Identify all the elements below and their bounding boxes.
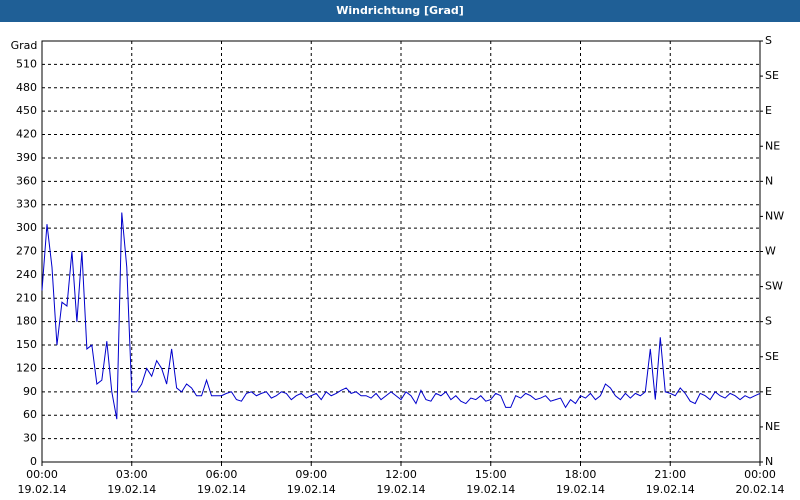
y2-tick-label: W bbox=[765, 245, 776, 258]
y-tick-label: 120 bbox=[16, 361, 37, 374]
x-tick-date: 19.02.14 bbox=[466, 483, 515, 496]
y-tick-label: 450 bbox=[16, 104, 37, 117]
x-tick-label: 09:00 bbox=[295, 468, 327, 481]
y2-tick-label: NE bbox=[765, 420, 780, 433]
x-tick-date: 19.02.14 bbox=[377, 483, 426, 496]
y-axis-label: Grad bbox=[11, 39, 38, 52]
x-tick-date: 19.02.14 bbox=[197, 483, 246, 496]
x-tick-label: 21:00 bbox=[654, 468, 686, 481]
y2-tick-label: S bbox=[765, 34, 772, 47]
y-tick-label: 480 bbox=[16, 81, 37, 94]
x-tick-date: 19.02.14 bbox=[556, 483, 605, 496]
x-tick-label: 15:00 bbox=[475, 468, 507, 481]
y-tick-label: 270 bbox=[16, 245, 37, 258]
y2-tick-label: NW bbox=[765, 209, 784, 222]
x-tick-label: 03:00 bbox=[116, 468, 148, 481]
y2-tick-label: S bbox=[765, 315, 772, 328]
y-tick-label: 510 bbox=[16, 57, 37, 70]
y2-tick-label: SE bbox=[765, 350, 779, 363]
y-tick-label: 240 bbox=[16, 268, 37, 281]
y2-tick-label: NE bbox=[765, 139, 780, 152]
y-tick-label: 210 bbox=[16, 291, 37, 304]
title-bar bbox=[0, 0, 800, 22]
x-tick-label: 12:00 bbox=[385, 468, 417, 481]
plot-frame bbox=[41, 40, 761, 463]
series-line bbox=[41, 212, 761, 420]
y-tick-label: 150 bbox=[16, 338, 37, 351]
y-tick-label: 330 bbox=[16, 198, 37, 211]
y-tick-label: 0 bbox=[30, 455, 37, 468]
x-tick-date: 19.02.14 bbox=[287, 483, 336, 496]
x-tick-date: 19.02.14 bbox=[646, 483, 695, 496]
chart-title: Windrichtung [Grad] bbox=[336, 4, 464, 17]
x-tick-date: 20.02.14 bbox=[736, 483, 785, 496]
x-tick-label: 18:00 bbox=[565, 468, 597, 481]
y-tick-label: 390 bbox=[16, 151, 37, 164]
x-tick-label: 00:00 bbox=[744, 468, 776, 481]
x-tick-date: 19.02.14 bbox=[18, 483, 67, 496]
y-tick-label: 360 bbox=[16, 174, 37, 187]
y2-tick-label: N bbox=[765, 455, 773, 468]
x-tick-date: 19.02.14 bbox=[107, 483, 156, 496]
y-tick-label: 90 bbox=[23, 385, 37, 398]
y-tick-label: 180 bbox=[16, 315, 37, 328]
x-tick-label: 00:00 bbox=[26, 468, 58, 481]
y-tick-label: 420 bbox=[16, 128, 37, 141]
x-tick-label: 06:00 bbox=[206, 468, 238, 481]
y2-tick-label: SE bbox=[765, 69, 779, 82]
y2-tick-label: N bbox=[765, 174, 773, 187]
y2-tick-label: E bbox=[765, 104, 772, 117]
y-tick-label: 30 bbox=[23, 432, 37, 445]
y-tick-label: 300 bbox=[16, 221, 37, 234]
y2-tick-label: SW bbox=[765, 280, 783, 293]
y-tick-label: 60 bbox=[23, 408, 37, 421]
y2-tick-label: E bbox=[765, 385, 772, 398]
